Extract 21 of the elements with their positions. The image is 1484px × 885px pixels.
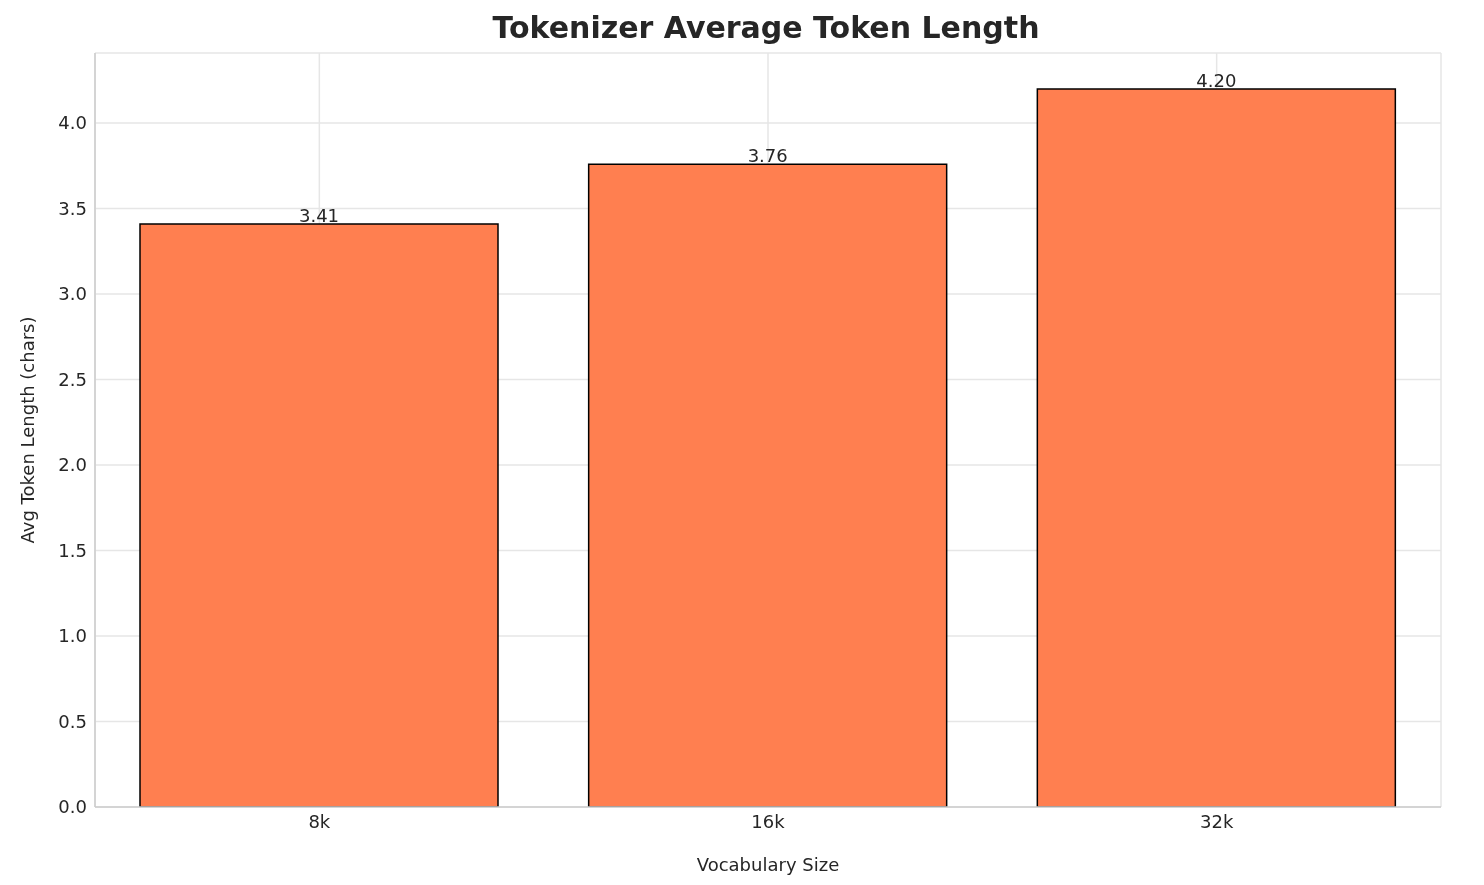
y-axis-title: Avg Token Length (chars): [17, 316, 39, 544]
bar: [1036, 88, 1397, 807]
data-label: 4.20: [1196, 69, 1237, 91]
y-tick-label: 0.5: [58, 710, 87, 732]
bar: [139, 223, 499, 807]
y-tick-label: 1.0: [58, 625, 87, 647]
bar: [587, 163, 948, 807]
x-tick-label: 32k: [1200, 810, 1234, 832]
x-axis-title: Vocabulary Size: [696, 854, 840, 875]
y-tick-label: 2.5: [58, 368, 87, 390]
y-tick-label: 0.0: [58, 796, 87, 818]
y-tick-label: 2.0: [58, 454, 87, 476]
data-label: 3.41: [298, 204, 340, 226]
y-tick-label: 1.5: [58, 539, 87, 561]
y-tick-label: 4.0: [58, 112, 87, 134]
data-label: 3.76: [747, 145, 788, 167]
y-tick-label: 3.5: [58, 197, 87, 219]
chart-title: Tokenizer Average Token Length: [491, 10, 1041, 45]
y-tick-label: 3.0: [58, 283, 87, 305]
x-tick-label: 8k: [308, 810, 331, 832]
x-tick-label: 16k: [751, 810, 786, 832]
